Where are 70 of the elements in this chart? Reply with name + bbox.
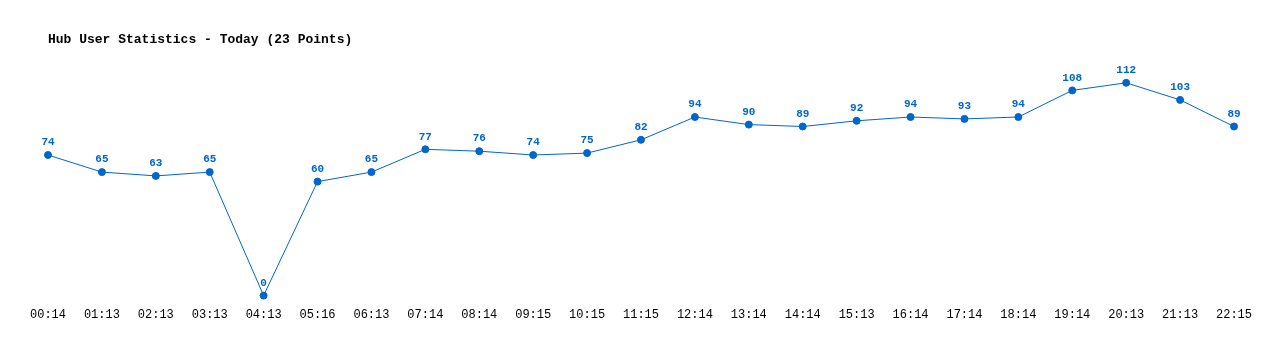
x-tick-label: 00:14 — [29, 307, 67, 322]
x-tick-label: 12:14 — [676, 307, 713, 322]
data-label: 65 — [203, 153, 217, 166]
point — [960, 114, 969, 123]
data-label: 63 — [149, 157, 163, 170]
x-tick-label: 22:15 — [1215, 307, 1253, 322]
point — [852, 116, 861, 125]
x-tick-label: 14:14 — [784, 307, 821, 322]
point — [259, 291, 268, 300]
point — [798, 122, 807, 131]
point — [637, 135, 645, 144]
x-tick-label: 15:13 — [838, 307, 875, 322]
data-label: 90 — [742, 105, 756, 118]
data-label: 89 — [1227, 107, 1241, 120]
x-tick-label: 17:14 — [946, 307, 983, 322]
x-tick-label: 06:13 — [353, 307, 390, 322]
x-tick-label: 18:14 — [1000, 307, 1037, 322]
point — [313, 177, 322, 186]
point — [583, 149, 592, 158]
x-tick-label: 13:14 — [730, 307, 767, 322]
x-tick-label: 04:13 — [245, 307, 282, 322]
point — [367, 168, 376, 177]
x-tick-label: 19:14 — [1054, 307, 1091, 322]
data-label: 112 — [1116, 64, 1137, 77]
x-tick-label: 09:15 — [515, 307, 552, 322]
x-tick-label: 05:16 — [299, 307, 336, 322]
x-tick-label: 10:15 — [569, 307, 606, 322]
data-label: 103 — [1170, 81, 1191, 94]
data-label: 82 — [634, 121, 648, 134]
data-label: 74 — [526, 136, 541, 149]
data-label: 76 — [472, 132, 486, 145]
data-label: 60 — [310, 162, 325, 175]
x-tick-label: 07:14 — [407, 307, 444, 322]
x-tick-label: 03:13 — [191, 307, 228, 322]
data-label: 0 — [260, 276, 267, 289]
point — [690, 113, 699, 121]
x-tick-label: 08:14 — [461, 307, 498, 322]
point — [1014, 113, 1023, 121]
point — [44, 151, 52, 159]
data-label: 77 — [418, 130, 432, 143]
data-label: 94 — [688, 98, 702, 111]
x-tick-label: 20:13 — [1108, 307, 1145, 322]
point — [205, 168, 214, 177]
point — [744, 120, 753, 129]
point — [1068, 86, 1077, 95]
data-label: 108 — [1062, 71, 1083, 84]
point — [1230, 122, 1238, 131]
data-label: 94 — [903, 98, 918, 111]
point — [906, 113, 915, 121]
chart-title: Hub User Statistics - Today (23 Points) — [48, 32, 353, 48]
x-tick-label: 11:15 — [622, 307, 660, 322]
data-label: 75 — [580, 134, 595, 147]
data-label: 93 — [957, 100, 972, 113]
data-label: 65 — [95, 153, 109, 166]
point — [421, 145, 430, 154]
point — [1122, 78, 1131, 87]
data-label: 94 — [1011, 98, 1026, 111]
point — [475, 147, 484, 156]
point — [1176, 95, 1185, 104]
point — [151, 171, 160, 180]
x-tick-label: 02:13 — [137, 307, 174, 322]
data-label: 89 — [796, 107, 810, 120]
data-label: 74 — [41, 136, 55, 149]
point — [529, 151, 538, 159]
data-label: 92 — [850, 102, 864, 115]
data-label: 65 — [364, 153, 379, 166]
point — [97, 168, 106, 177]
x-tick-label: 16:14 — [892, 307, 929, 322]
x-tick-label: 21:13 — [1162, 307, 1199, 322]
x-tick-label: 01:13 — [83, 307, 120, 322]
